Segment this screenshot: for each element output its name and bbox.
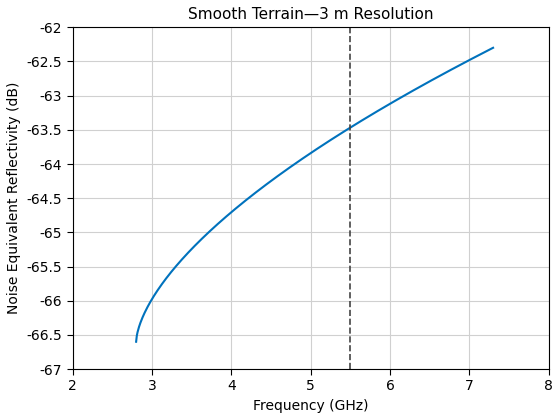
Y-axis label: Noise Equivalent Reflectivity (dB): Noise Equivalent Reflectivity (dB) <box>7 82 21 314</box>
X-axis label: Frequency (GHz): Frequency (GHz) <box>253 399 368 413</box>
Title: Smooth Terrain—3 m Resolution: Smooth Terrain—3 m Resolution <box>188 7 433 22</box>
